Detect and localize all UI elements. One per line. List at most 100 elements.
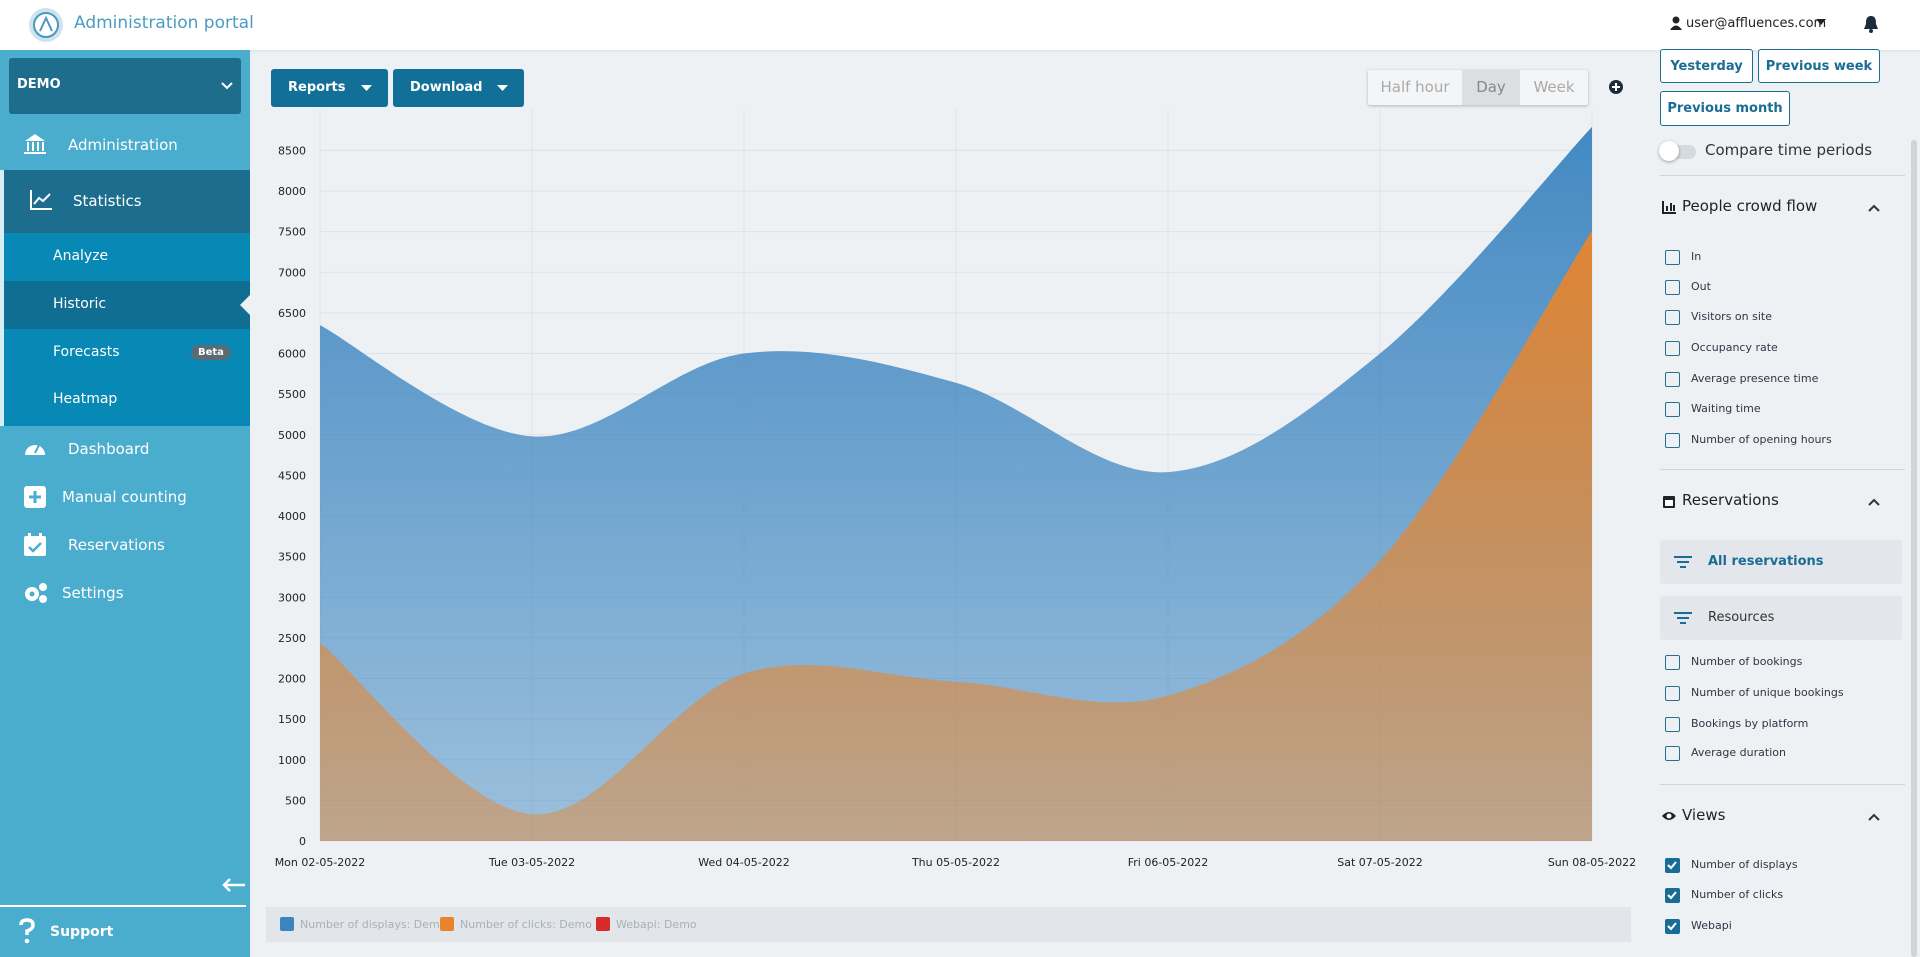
chevron[interactable] — [1868, 498, 1880, 506]
submenu-item[interactable]: Forecasts — [53, 344, 120, 360]
granularity-option[interactable]: Day — [1462, 70, 1520, 105]
option-label[interactable]: Webapi — [1691, 919, 1732, 932]
checkbox[interactable] — [1665, 433, 1680, 448]
reports-button[interactable]: Reports — [271, 69, 388, 107]
check — [1667, 891, 1677, 900]
y-tick-label: 5500 — [278, 388, 306, 401]
bell[interactable] — [1862, 14, 1880, 34]
y-tick-label: 1500 — [278, 713, 306, 726]
user-icon — [1670, 16, 1682, 30]
checkbox[interactable] — [1665, 655, 1680, 670]
collapse-arrow[interactable] — [222, 878, 246, 892]
chevron[interactable] — [1868, 204, 1880, 212]
right-panel: Yesterday Previous week Previous month Comp… — [1650, 49, 1920, 957]
section-icon — [1662, 201, 1676, 214]
checkbox[interactable] — [1665, 717, 1680, 732]
option-label[interactable]: Average duration — [1691, 746, 1786, 759]
submenu-active — [4, 281, 250, 329]
menu-item[interactable]: Settings — [62, 584, 124, 602]
option-label[interactable]: Number of unique bookings — [1691, 686, 1844, 699]
caret — [497, 85, 508, 91]
checkbox[interactable] — [1665, 372, 1680, 387]
site-select[interactable]: DEMO — [9, 58, 241, 114]
site-name: DEMO — [17, 77, 61, 92]
user-menu[interactable]: user@affluences.com — [1686, 16, 1827, 31]
checkbox[interactable] — [1665, 746, 1680, 761]
menu-item[interactable]: Manual counting — [62, 488, 187, 506]
checkbox[interactable] — [1665, 402, 1680, 417]
filter-button[interactable]: All reservations — [1660, 540, 1902, 584]
scrollbar — [1911, 140, 1917, 957]
filter-label: Resources — [1708, 610, 1775, 625]
period-button[interactable]: Previous month — [1660, 91, 1790, 126]
active-pointer — [240, 295, 250, 315]
legend-box — [266, 907, 1631, 942]
section-title[interactable]: People crowd flow — [1682, 197, 1818, 215]
logo — [29, 8, 63, 42]
y-tick-label: 7500 — [278, 226, 306, 239]
option-label[interactable]: Number of clicks — [1691, 888, 1784, 901]
granularity-option[interactable]: Week — [1533, 78, 1575, 96]
chevron — [221, 82, 233, 90]
option-label[interactable]: Number of opening hours — [1691, 433, 1832, 446]
checkbox[interactable] — [1665, 919, 1680, 934]
x-tick-label: Fri 06-05-2022 — [1128, 856, 1209, 869]
legend-swatch — [440, 917, 454, 931]
filter-icon — [1674, 556, 1692, 568]
chevron[interactable] — [1868, 813, 1880, 821]
button-label: Download — [410, 80, 483, 95]
support-link[interactable]: Support — [50, 924, 114, 940]
menu-item[interactable]: Reservations — [68, 536, 165, 554]
checkbox[interactable] — [1665, 341, 1680, 356]
download-button[interactable]: Download — [393, 69, 524, 107]
section-title[interactable]: Views — [1682, 806, 1726, 824]
option-label[interactable]: Average presence time — [1691, 372, 1819, 385]
option-label[interactable]: Number of bookings — [1691, 655, 1803, 668]
filter-button[interactable]: Resources — [1660, 596, 1902, 640]
x-tick-label: Sat 07-05-2022 — [1337, 856, 1422, 869]
x-tick-label: Tue 03-05-2022 — [488, 856, 575, 869]
legend-label: Number of displays: Demo — [300, 918, 447, 931]
y-tick-label: 7000 — [278, 266, 306, 279]
portal-title: Administration portal — [74, 13, 254, 33]
option-label[interactable]: Bookings by platform — [1691, 717, 1809, 730]
menu-icon — [24, 533, 46, 556]
y-tick-label: 4500 — [278, 469, 306, 482]
option-label[interactable]: Visitors on site — [1691, 310, 1772, 323]
option-label[interactable]: Occupancy rate — [1691, 341, 1778, 354]
period-button[interactable]: Previous week — [1758, 49, 1880, 83]
option-label[interactable]: In — [1691, 250, 1702, 263]
checkbox[interactable] — [1665, 250, 1680, 265]
option-label[interactable]: Waiting time — [1691, 402, 1761, 415]
legend-label: Webapi: Demo — [616, 918, 697, 931]
x-tick-label: Thu 05-05-2022 — [911, 856, 1000, 869]
menu-item[interactable]: Dashboard — [68, 440, 150, 458]
x-tick-label: Mon 02-05-2022 — [275, 856, 366, 869]
menu-item[interactable]: Administration — [68, 136, 178, 154]
period-button[interactable]: Yesterday — [1660, 49, 1753, 83]
y-tick-label: 2500 — [278, 632, 306, 645]
submenu-item[interactable]: Heatmap — [53, 391, 118, 407]
add-button[interactable] — [1609, 80, 1623, 94]
granularity-option[interactable]: Half hour — [1380, 78, 1450, 96]
checkbox[interactable] — [1665, 310, 1680, 325]
y-tick-label: 4000 — [278, 510, 306, 523]
caret — [361, 85, 372, 91]
option-label[interactable]: Out — [1691, 280, 1711, 293]
section-title[interactable]: Reservations — [1682, 491, 1779, 509]
checkbox[interactable] — [1665, 686, 1680, 701]
checkbox[interactable] — [1665, 858, 1680, 873]
section-icon — [1662, 812, 1676, 820]
filter-label: All reservations — [1708, 554, 1824, 569]
menu-item[interactable]: Statistics — [73, 192, 142, 210]
header: Administration portal user@affluences.co… — [0, 0, 1920, 50]
y-tick-label: 500 — [285, 794, 306, 807]
checkbox[interactable] — [1665, 888, 1680, 903]
button-label: Reports — [288, 80, 346, 95]
submenu-item[interactable]: Analyze — [53, 248, 109, 264]
y-tick-label: 0 — [299, 835, 306, 848]
checkbox[interactable] — [1665, 280, 1680, 295]
submenu-item[interactable]: Historic — [53, 296, 107, 312]
option-label[interactable]: Number of displays — [1691, 858, 1798, 871]
